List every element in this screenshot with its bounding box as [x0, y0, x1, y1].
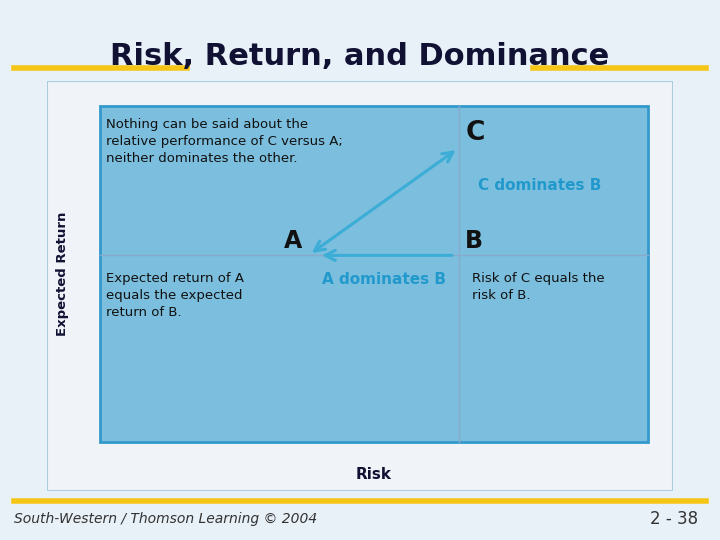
Text: 2 - 38: 2 - 38 [650, 510, 698, 529]
Text: C: C [465, 120, 485, 146]
Text: Risk: Risk [356, 468, 392, 482]
Text: Risk, Return, and Dominance: Risk, Return, and Dominance [110, 42, 610, 71]
Text: Expected return of A
equals the expected
return of B.: Expected return of A equals the expected… [107, 272, 244, 319]
Text: C dominates B: C dominates B [478, 178, 601, 193]
Text: A dominates B: A dominates B [322, 272, 446, 287]
Bar [100, 106, 648, 442]
Text: Expected Return: Expected Return [56, 212, 69, 336]
Text: B: B [465, 230, 483, 253]
Text: Risk of C equals the
risk of B.: Risk of C equals the risk of B. [472, 272, 604, 302]
Text: Nothing can be said about the
relative performance of C versus A;
neither domina: Nothing can be said about the relative p… [107, 118, 343, 165]
Text: A: A [284, 230, 302, 253]
Text: South-Western / Thomson Learning © 2004: South-Western / Thomson Learning © 2004 [14, 512, 318, 526]
